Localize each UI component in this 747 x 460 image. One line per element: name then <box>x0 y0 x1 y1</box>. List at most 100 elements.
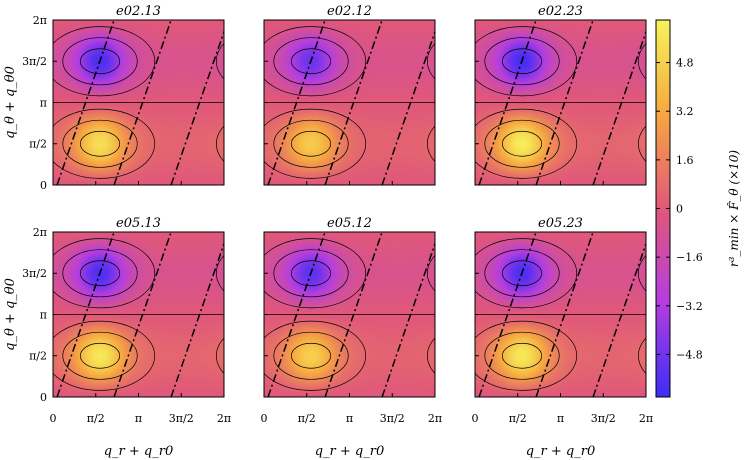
panel-e05.12: e05.12 0 π/2 π 3π/2 2π <box>261 216 443 425</box>
contour-lines <box>53 232 224 397</box>
contour-ellipse <box>62 119 138 168</box>
colorbar-tick-label: −3.2 <box>676 300 703 313</box>
x-tick-label: π/2 <box>298 412 316 425</box>
contour-ellipse <box>79 342 121 369</box>
x-tick-label: π <box>135 412 142 425</box>
resonance-line <box>535 232 594 397</box>
contour-lines <box>475 232 646 397</box>
x-tick-label: π <box>557 412 564 425</box>
contour-ellipse <box>501 130 543 157</box>
colorbar-tick-label: −1.6 <box>676 251 703 264</box>
panel-title: e05.13 <box>116 216 161 231</box>
contour-ellipse <box>475 320 578 391</box>
colorbar-tick-label: 3.2 <box>676 105 694 118</box>
contour-ellipse <box>273 249 349 298</box>
y-axis-label: q_θ + q_θ0 <box>3 278 18 351</box>
resonance-line <box>113 20 172 185</box>
contour-ellipse <box>475 108 578 179</box>
panel-grid: e02.13 0 π/2 π 3π/2 2π e02.12 e02.23 e05.13 0 π/2 π… <box>22 4 712 425</box>
contour-lines <box>264 232 435 397</box>
contour-ellipse <box>215 125 224 162</box>
colorbar-tick-label: 4.8 <box>676 57 694 70</box>
x-axis-label: q_r + q_r0 <box>104 444 174 459</box>
colorbar-tick-label: −4.8 <box>676 348 703 361</box>
resonance-line <box>56 232 115 397</box>
resonance-line <box>267 232 326 397</box>
contour-ellipse <box>637 125 646 162</box>
resonance-line <box>170 29 224 185</box>
contour-ellipse <box>290 342 332 369</box>
x-tick-label: 3π/2 <box>169 412 194 425</box>
panel-title: e02.23 <box>538 4 583 19</box>
contour-ellipse <box>637 337 646 374</box>
x-tick-label: π <box>346 412 353 425</box>
resonance-line <box>113 232 172 397</box>
y-tick-label: π/2 <box>29 350 47 363</box>
colorbar-tick-label: 1.6 <box>676 154 694 167</box>
resonance-line <box>381 29 435 185</box>
contour-ellipse <box>79 130 121 157</box>
y-tick-label: 2π <box>33 226 47 239</box>
resonance-line <box>56 20 115 185</box>
contour-ellipse <box>215 43 224 80</box>
contour-ellipse <box>673 131 712 156</box>
resonance-line <box>324 20 383 185</box>
contour-lines <box>475 20 712 185</box>
x-axis-label: q_r + q_r0 <box>315 444 385 459</box>
contour-ellipse <box>53 26 156 97</box>
x-axis-label: q_r + q_r0 <box>526 444 596 459</box>
panel-title: e02.12 <box>327 4 372 19</box>
x-tick-label: 0 <box>261 412 268 425</box>
contour-ellipse <box>53 238 156 309</box>
x-tick-label: 2π <box>217 412 231 425</box>
contour-ellipse <box>264 26 367 97</box>
panel-title: e05.12 <box>327 216 372 231</box>
contour-ellipse <box>426 125 435 162</box>
contour-ellipse <box>273 37 349 86</box>
y-tick-label: π <box>40 96 47 109</box>
colorbar-label: r³_min × F̂_θ (×10) <box>726 150 741 268</box>
x-tick-label: 2π <box>428 412 442 425</box>
axis-labels: q_θ + q_θ0 q_θ + q_θ0 q_r + q_r0 q_r + q_r0… <box>3 66 595 459</box>
y-tick-label: π <box>40 308 47 321</box>
x-tick-label: π/2 <box>509 412 527 425</box>
panel-e02.23: e02.23 <box>474 4 712 186</box>
panel-title: e02.13 <box>116 4 161 19</box>
contour-ellipse <box>62 249 138 298</box>
contour-ellipse <box>484 119 560 168</box>
panel-e02.13: e02.13 0 π/2 π 3π/2 2π <box>22 4 225 192</box>
contour-ellipse <box>637 43 646 80</box>
contour-ellipse <box>53 320 156 391</box>
contour-ellipse <box>53 108 156 179</box>
contour-ellipse <box>215 255 224 292</box>
contour-ellipse <box>273 331 349 380</box>
resonance-line <box>267 20 326 185</box>
resonance-line <box>535 20 594 185</box>
contour-lines <box>53 20 224 185</box>
contour-ellipse <box>79 48 121 75</box>
contour-ellipse <box>426 43 435 80</box>
colorbar: 4.8 3.2 1.6 0 −1.6 −3.2 −4.8 r³_min × F̂_θ (×10… <box>655 19 741 398</box>
contour-ellipse <box>62 331 138 380</box>
x-tick-label: 3π/2 <box>380 412 405 425</box>
contour-ellipse <box>501 48 543 75</box>
contour-ellipse <box>62 37 138 86</box>
contour-ellipse <box>484 249 560 298</box>
x-tick-label: π/2 <box>87 412 105 425</box>
contour-ellipse <box>264 238 367 309</box>
contour-ellipse <box>273 119 349 168</box>
resonance-line <box>324 232 383 397</box>
x-tick-label: 2π <box>639 412 653 425</box>
panel-e05.23: e05.23 0 π/2 π 3π/2 2π <box>472 216 654 425</box>
contour-ellipse <box>484 37 560 86</box>
contour-ellipse <box>215 337 224 374</box>
resonance-line <box>592 241 646 397</box>
panel-e02.12: e02.12 <box>263 4 436 186</box>
x-tick-label: 0 <box>50 412 57 425</box>
contour-ellipse <box>475 238 578 309</box>
contour-ellipse <box>501 260 543 287</box>
resonance-line <box>478 20 537 185</box>
contour-ellipse <box>264 320 367 391</box>
resonance-line <box>478 232 537 397</box>
